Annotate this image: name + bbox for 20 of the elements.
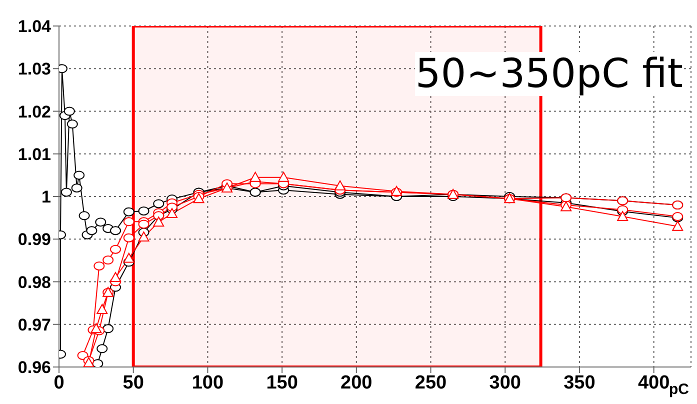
x-tick-label: 0 xyxy=(54,372,64,394)
y-tick-label: 0.96 xyxy=(18,358,51,378)
x-tick-label: 100 xyxy=(192,372,224,394)
annotation: 50~350pC fit xyxy=(415,51,683,97)
x-tick-label: 200 xyxy=(340,372,372,394)
x-tick-label: 350 xyxy=(564,372,596,394)
x-tick-label: 400 xyxy=(638,372,670,394)
y-tick-label: 1.02 xyxy=(18,102,51,122)
y-tick-label: 1 xyxy=(42,188,51,207)
x-axis-title: pC xyxy=(669,381,690,398)
y-tick-label: 0.99 xyxy=(18,230,51,250)
y-tick-label: 1.01 xyxy=(18,144,51,164)
y-tick-label: 1.04 xyxy=(18,17,52,36)
x-tick-label: 150 xyxy=(266,372,298,394)
x-tick-label: 50 xyxy=(122,372,144,394)
y-tick-label: 0.97 xyxy=(18,315,51,334)
x-tick-label: 250 xyxy=(414,372,447,394)
y-tick-label: 1.03 xyxy=(18,60,51,79)
y-tick-label: 0.98 xyxy=(18,272,51,292)
x-tick-label: 300 xyxy=(489,372,521,394)
